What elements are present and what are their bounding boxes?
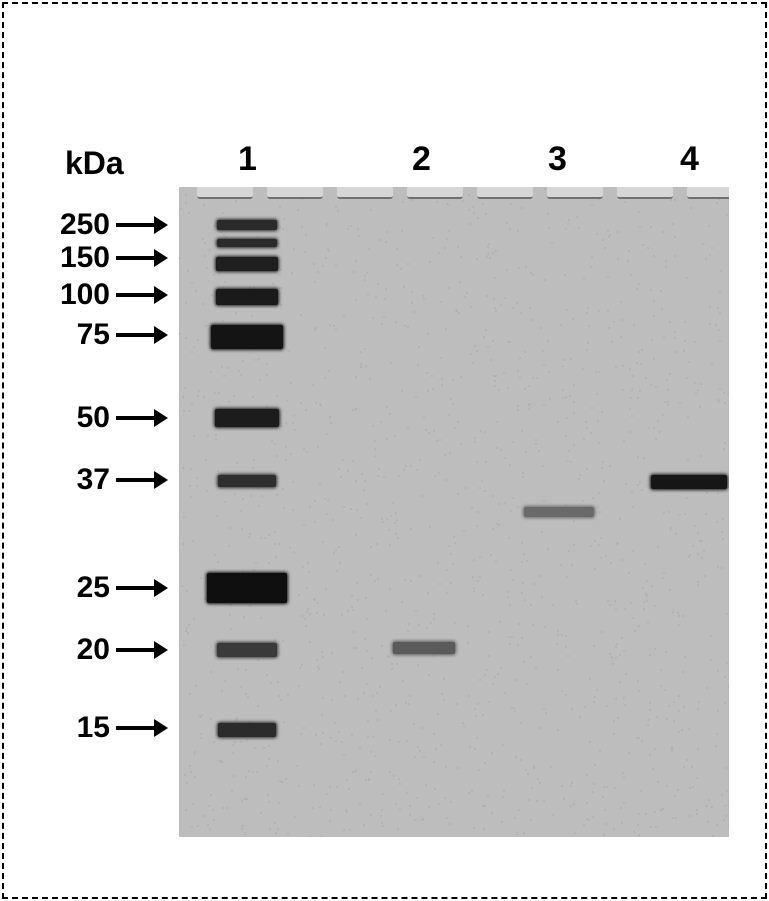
lane-label-2: 2	[412, 140, 431, 179]
arrow-icon	[116, 245, 168, 271]
band-ladder-25	[207, 573, 287, 603]
band-lane3-band-33	[524, 507, 594, 517]
mw-row-25: 25	[0, 569, 168, 607]
mw-label-37: 37	[0, 463, 110, 497]
lane-label-1: 1	[238, 140, 257, 179]
mw-label-250: 250	[0, 208, 110, 242]
band-lane4-band-37	[651, 475, 727, 489]
band-ladder-250	[217, 220, 277, 230]
mw-label-15: 15	[0, 711, 110, 745]
arrow-icon	[116, 467, 168, 493]
arrow-icon	[116, 212, 168, 238]
band-ladder-20	[217, 643, 277, 657]
arrow-icon	[116, 405, 168, 431]
arrow-icon	[116, 715, 168, 741]
gel-well	[267, 187, 323, 199]
kda-axis-label: kDa	[65, 145, 124, 182]
gel-figure: kDa 1 2 3 4 250150100 75 50 37 25 20 15	[0, 0, 769, 901]
mw-label-150: 150	[0, 241, 110, 275]
band-ladder-250b	[217, 239, 277, 247]
band-lane2-band-20	[393, 642, 455, 654]
lane-label-3: 3	[548, 140, 567, 179]
gel-well	[617, 187, 673, 199]
gel-well	[407, 187, 463, 199]
mw-label-100: 100	[0, 278, 110, 312]
mw-row-20: 20	[0, 631, 168, 669]
mw-row-15: 15	[0, 709, 168, 747]
band-ladder-75	[211, 325, 283, 349]
gel-well	[197, 187, 253, 199]
mw-row-37: 37	[0, 461, 168, 499]
arrow-icon	[116, 282, 168, 308]
arrow-icon	[116, 322, 168, 348]
mw-row-50: 50	[0, 399, 168, 437]
gel-well	[547, 187, 603, 199]
mw-label-20: 20	[0, 633, 110, 667]
gel-well	[477, 187, 533, 199]
band-ladder-50	[215, 409, 279, 427]
gel-well	[687, 187, 729, 199]
band-ladder-150	[216, 257, 278, 271]
mw-label-25: 25	[0, 571, 110, 605]
mw-row-150: 150	[0, 239, 168, 277]
mw-label-50: 50	[0, 401, 110, 435]
arrow-icon	[116, 637, 168, 663]
gel-well	[337, 187, 393, 199]
lane-label-4: 4	[680, 140, 699, 179]
band-ladder-37	[218, 475, 276, 487]
gel-image	[179, 187, 729, 837]
mw-row-75: 75	[0, 316, 168, 354]
mw-row-100: 100	[0, 276, 168, 314]
kda-text: kDa	[65, 145, 124, 181]
band-ladder-15	[218, 723, 276, 737]
gel-background	[179, 187, 729, 837]
mw-label-75: 75	[0, 318, 110, 352]
arrow-icon	[116, 575, 168, 601]
band-ladder-100	[216, 289, 278, 305]
